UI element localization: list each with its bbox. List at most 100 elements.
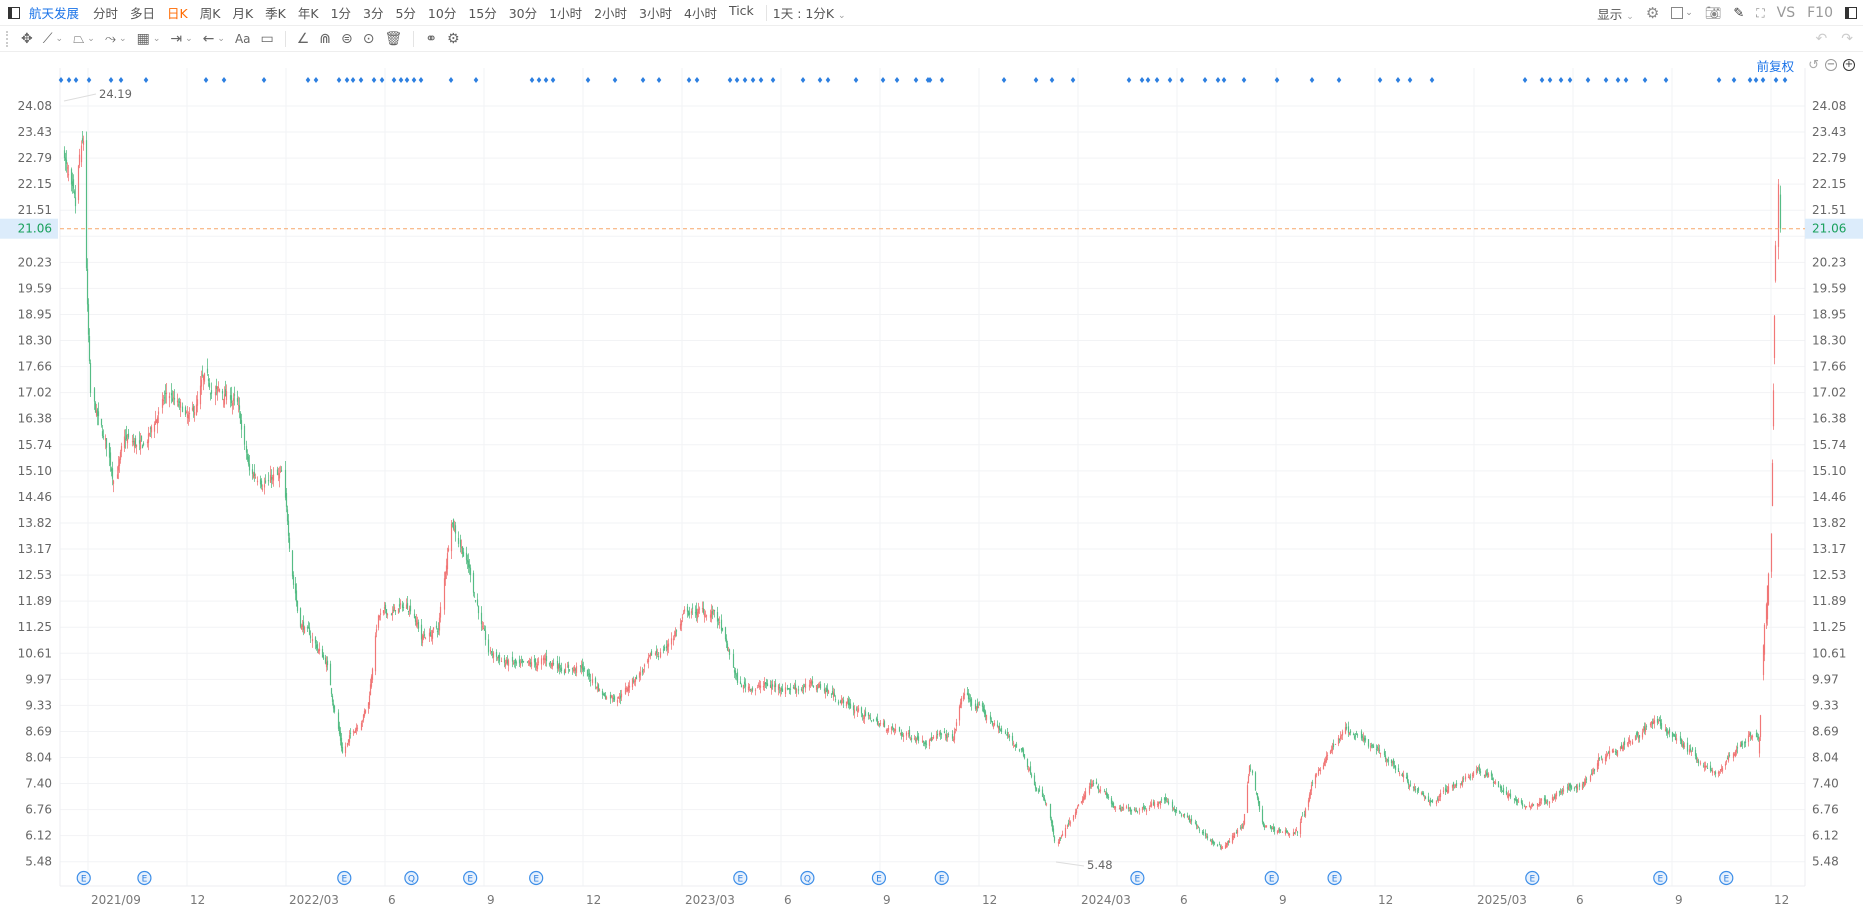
candle-body: [1427, 796, 1430, 802]
move-tool[interactable]: ✥: [21, 31, 33, 47]
candle-body: [201, 374, 204, 376]
period-tab[interactable]: 2小时: [594, 6, 628, 21]
candle-body: [721, 628, 724, 631]
period-tab[interactable]: 1小时: [549, 6, 583, 21]
display-menu[interactable]: 显示 ⌄: [1597, 4, 1634, 23]
camera-icon[interactable]: 📷︎: [1704, 5, 1722, 21]
candle-body: [1150, 803, 1153, 807]
compare-button[interactable]: VS: [1776, 5, 1796, 21]
delete-tool[interactable]: 🗑︎: [385, 31, 403, 47]
announcement-marker-icon: [1760, 77, 1766, 83]
fibonacci-tool[interactable]: ▦ ⌄: [137, 31, 161, 47]
candle-body: [589, 679, 592, 681]
event-marker[interactable]: E: [1525, 870, 1540, 886]
candle-body: [1058, 838, 1061, 844]
event-marker[interactable]: E: [1719, 870, 1734, 886]
candle-body: [1406, 775, 1409, 782]
event-marker[interactable]: E: [337, 870, 352, 886]
candle-body: [566, 666, 569, 668]
candle-body: [1771, 463, 1774, 506]
stock-name[interactable]: 航天发展: [29, 6, 80, 21]
candle-body: [596, 686, 599, 689]
period-tab[interactable]: 多日: [130, 6, 156, 21]
wave-tool[interactable]: ⤳ ⌄: [105, 31, 127, 47]
period-tab[interactable]: 日K: [167, 6, 188, 21]
period-tab[interactable]: 30分: [508, 6, 538, 21]
event-marker[interactable]: Q: [404, 870, 419, 886]
period-tab[interactable]: 4小时: [684, 6, 717, 21]
period-tab[interactable]: 月K: [232, 6, 254, 21]
period-tab[interactable]: 季K: [265, 6, 286, 21]
comment-tool[interactable]: ▭: [261, 31, 274, 47]
sidebar-toggle-icon[interactable]: [8, 6, 20, 19]
event-marker[interactable]: E: [1327, 870, 1342, 886]
event-marker[interactable]: E: [733, 870, 748, 886]
candle-body: [95, 410, 98, 416]
candle-body: [286, 509, 289, 522]
candle-body: [1502, 788, 1505, 793]
reset-icon[interactable]: ↺: [1808, 57, 1819, 73]
channel-tool[interactable]: ⏢ ⌄: [73, 31, 95, 47]
event-marker[interactable]: E: [1653, 870, 1668, 886]
toolbar-grip[interactable]: [6, 30, 10, 47]
period-tab[interactable]: 分时: [93, 6, 119, 21]
candle-body: [694, 612, 697, 614]
event-marker[interactable]: E: [76, 870, 91, 886]
candle-body: [1386, 759, 1389, 761]
period-tab[interactable]: 5分: [395, 6, 416, 21]
candle-body: [348, 735, 351, 743]
candle-body: [424, 638, 427, 640]
candle-body: [82, 140, 85, 145]
undo-icon[interactable]: ↶: [1815, 31, 1828, 47]
event-marker[interactable]: E: [934, 870, 949, 886]
pencil-icon[interactable]: ✎: [1733, 5, 1745, 21]
arrow-tool[interactable]: ← ⌄: [203, 31, 225, 47]
candle-body: [85, 140, 88, 269]
hide-drawings-tool[interactable]: ⊜: [341, 31, 353, 47]
measure-tool[interactable]: ⇥ ⌄: [170, 31, 192, 47]
period-tab[interactable]: 3分: [363, 6, 384, 21]
event-marker[interactable]: E: [1264, 870, 1279, 886]
event-marker[interactable]: E: [1130, 870, 1145, 886]
period-tab[interactable]: Tick: [728, 3, 754, 18]
y-tick-label-left: 9.97: [25, 672, 52, 686]
announcement-marker-icon: [1049, 77, 1055, 83]
period-tab[interactable]: 10分: [427, 6, 457, 21]
lock-tool[interactable]: ⊙: [363, 31, 375, 47]
period-tab[interactable]: 15分: [468, 6, 497, 21]
candle-body: [1413, 786, 1416, 790]
line-tool[interactable]: ⟋ ⌄: [43, 31, 63, 47]
event-marker[interactable]: E: [871, 870, 887, 886]
candle-body: [193, 412, 196, 416]
period-tab[interactable]: 1分: [330, 6, 352, 21]
layout-select[interactable]: ⌄: [1671, 7, 1693, 19]
redo-icon[interactable]: ↷: [1841, 31, 1853, 47]
candle-body: [1256, 793, 1259, 799]
candle-body: [362, 714, 365, 721]
period-tab[interactable]: 周K: [199, 6, 221, 21]
event-marker[interactable]: E: [463, 870, 478, 886]
zoom-in-icon[interactable]: +: [1843, 59, 1855, 71]
link-tool[interactable]: ⚭: [425, 31, 437, 47]
period-tab[interactable]: 年K: [297, 6, 319, 21]
f10-button[interactable]: F10: [1807, 5, 1833, 21]
interval-select[interactable]: 1天 : 1分K ⌄: [773, 3, 846, 22]
event-marker[interactable]: E: [529, 870, 544, 886]
drawing-settings-tool[interactable]: ⚙: [447, 31, 460, 47]
announcement-marker-icon: [1154, 77, 1160, 83]
link-icon: ⚭: [425, 30, 438, 47]
zoom-out-icon[interactable]: −: [1825, 59, 1837, 71]
candle-body: [1355, 733, 1358, 735]
event-marker[interactable]: E: [137, 870, 152, 886]
magnet-tool[interactable]: ⋒: [319, 31, 331, 47]
text-tool[interactable]: Aa: [235, 32, 251, 46]
settings-icon[interactable]: ⚙: [1645, 4, 1660, 22]
y-tick-label-right: 9.33: [1812, 698, 1839, 712]
right-panel-toggle-icon[interactable]: [1845, 7, 1857, 19]
fullscreen-icon[interactable]: ⛶: [1756, 5, 1765, 20]
price-adjust-select[interactable]: 前复权: [1756, 58, 1795, 74]
event-marker[interactable]: Q: [800, 870, 815, 886]
angle-tool[interactable]: ∠: [297, 31, 310, 47]
period-tab[interactable]: 3小时: [639, 6, 672, 21]
